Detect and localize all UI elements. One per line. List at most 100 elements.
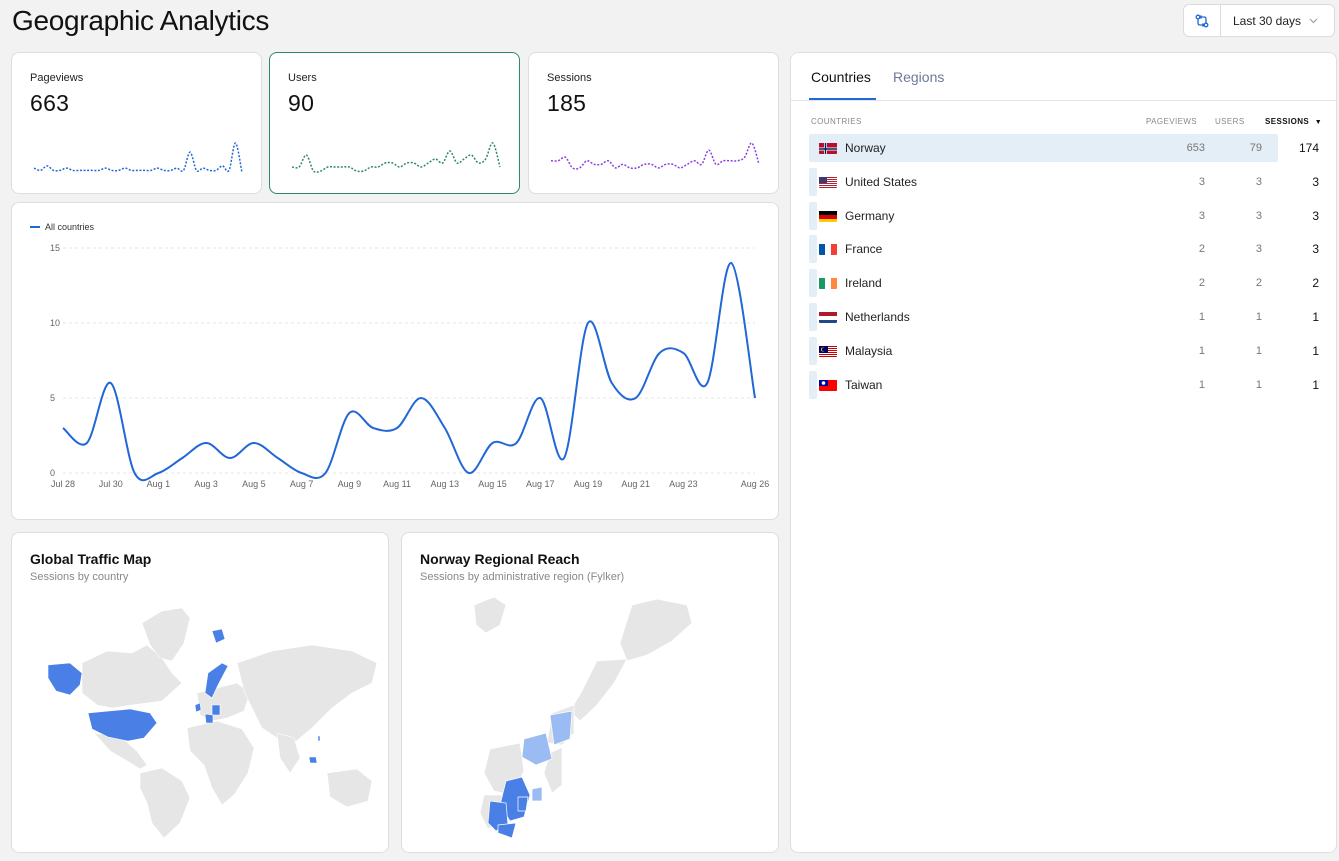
x-tick-label: Jul 30 bbox=[99, 479, 123, 489]
data-point[interactable] bbox=[609, 380, 615, 386]
data-point[interactable] bbox=[466, 470, 472, 476]
country-name: Norway bbox=[845, 141, 886, 155]
data-point[interactable] bbox=[227, 455, 233, 461]
data-point[interactable] bbox=[585, 320, 591, 326]
data-point[interactable] bbox=[251, 440, 257, 446]
flag-icon bbox=[819, 379, 837, 391]
x-tick-label: Aug 17 bbox=[526, 479, 555, 489]
metric-card-pageviews[interactable]: Pageviews 663 bbox=[11, 52, 262, 194]
data-point[interactable] bbox=[108, 380, 114, 386]
y-tick-label: 0 bbox=[50, 468, 55, 478]
data-point[interactable] bbox=[394, 425, 400, 431]
date-range-picker[interactable]: Last 30 days bbox=[1183, 4, 1335, 37]
data-point[interactable] bbox=[155, 470, 161, 476]
series-line-all-countries[interactable] bbox=[62, 261, 756, 482]
table-row[interactable]: Norway 653 79 174 bbox=[809, 134, 1319, 162]
country-name: Malaysia bbox=[845, 343, 893, 358]
table-row[interactable]: Taiwan 1 1 1 bbox=[809, 370, 1319, 399]
column-header-countries[interactable]: COUNTRIES bbox=[811, 117, 862, 126]
world-map[interactable] bbox=[12, 533, 388, 852]
data-point[interactable] bbox=[60, 425, 66, 431]
table-row[interactable]: France 2 3 3 bbox=[809, 235, 1319, 264]
page-title: Geographic Analytics bbox=[12, 5, 270, 36]
metric-card-users[interactable]: Users 90 bbox=[269, 52, 520, 194]
x-tick-label: Aug 9 bbox=[338, 479, 362, 489]
data-point[interactable] bbox=[203, 440, 209, 446]
pageviews-cell: 1 bbox=[1198, 378, 1205, 391]
sessions-share-bar bbox=[809, 167, 818, 196]
country-name: Netherlands bbox=[845, 310, 910, 324]
table-row[interactable]: Germany 3 3 3 bbox=[809, 201, 1319, 230]
data-point[interactable] bbox=[657, 350, 663, 356]
map-region-india bbox=[276, 732, 301, 774]
table-row[interactable]: United States 3 3 3 bbox=[809, 167, 1319, 196]
column-header-pageviews[interactable]: PAGEVIEWS bbox=[1146, 117, 1198, 126]
sessions-share-bar bbox=[809, 134, 1278, 162]
data-point[interactable] bbox=[322, 470, 328, 476]
data-point[interactable] bbox=[370, 425, 376, 431]
sessions-share-bar bbox=[809, 235, 818, 264]
data-point[interactable] bbox=[752, 395, 758, 401]
traffic-line-chart: All countries 0 5 10 15 Jul 28 Jul 30 Aug 1 Aug… bbox=[11, 202, 779, 520]
data-point[interactable] bbox=[132, 470, 138, 476]
column-header-sessions[interactable]: SESSIONS ▼ bbox=[1265, 117, 1322, 126]
table-row[interactable]: Netherlands 1 1 1 bbox=[809, 303, 1319, 331]
panel-title: Global Traffic Map bbox=[30, 551, 152, 567]
data-point[interactable] bbox=[704, 380, 710, 386]
data-point[interactable] bbox=[490, 440, 496, 446]
pageviews-cell: 3 bbox=[1198, 175, 1205, 188]
data-point[interactable] bbox=[346, 410, 352, 416]
metric-value: 90 bbox=[288, 90, 315, 116]
data-point[interactable] bbox=[275, 455, 281, 461]
sparkline-path bbox=[291, 142, 501, 174]
pageviews-cell: 3 bbox=[1198, 209, 1205, 222]
tab-countries[interactable]: Countries bbox=[811, 69, 871, 85]
sort-desc-icon: ▼ bbox=[1314, 119, 1323, 126]
data-point[interactable] bbox=[299, 470, 305, 476]
flag-icon bbox=[819, 142, 837, 154]
data-point[interactable] bbox=[633, 395, 639, 401]
sparkline-sessions bbox=[550, 142, 760, 170]
x-tick-label: Aug 7 bbox=[290, 479, 314, 489]
data-point[interactable] bbox=[680, 350, 686, 356]
compare-button[interactable] bbox=[1184, 5, 1221, 36]
data-point[interactable] bbox=[537, 395, 543, 401]
data-point[interactable] bbox=[418, 395, 424, 401]
global-traffic-map-card: Global Traffic Map Sessions by country bbox=[11, 532, 389, 853]
x-tick-label: Aug 11 bbox=[383, 479, 411, 489]
norway-regional-map-card: Norway Regional Reach Sessions by admini… bbox=[401, 532, 779, 853]
x-tick-label: Aug 1 bbox=[147, 479, 171, 489]
map-region-ostfold bbox=[531, 786, 543, 802]
norway-map[interactable] bbox=[402, 533, 778, 852]
countries-table-card: Countries Regions COUNTRIES PAGEVIEWS US… bbox=[790, 52, 1337, 853]
column-header-users[interactable]: USERS bbox=[1215, 117, 1245, 126]
map-region-svalbard bbox=[211, 628, 226, 644]
sessions-cell: 3 bbox=[1312, 174, 1319, 189]
sparkline-path bbox=[33, 142, 243, 173]
pageviews-cell: 1 bbox=[1198, 311, 1205, 323]
active-tab-indicator bbox=[809, 98, 876, 100]
map-region-agder bbox=[497, 822, 517, 839]
legend-swatch bbox=[30, 226, 40, 228]
metric-card-sessions[interactable]: Sessions 185 bbox=[528, 52, 779, 194]
data-point[interactable] bbox=[561, 455, 567, 461]
data-point[interactable] bbox=[728, 260, 734, 266]
users-cell: 2 bbox=[1255, 277, 1262, 290]
metric-value: 185 bbox=[547, 90, 587, 116]
map-region-nordland bbox=[569, 658, 628, 722]
map-region-norway bbox=[204, 662, 229, 699]
table-row[interactable]: Malaysia 1 1 1 bbox=[809, 336, 1319, 365]
flag-icon bbox=[819, 311, 837, 323]
date-range-dropdown[interactable]: Last 30 days bbox=[1221, 14, 1334, 28]
sessions-cell: 174 bbox=[1298, 141, 1319, 155]
data-point[interactable] bbox=[179, 455, 185, 461]
chart-legend[interactable]: All countries bbox=[30, 222, 94, 232]
y-tick-label: 5 bbox=[50, 393, 55, 403]
table-row[interactable]: Ireland 2 2 2 bbox=[809, 269, 1319, 298]
map-region-oslo bbox=[517, 796, 529, 812]
data-point[interactable] bbox=[442, 425, 448, 431]
tab-regions[interactable]: Regions bbox=[893, 69, 945, 85]
data-point[interactable] bbox=[84, 440, 90, 446]
data-point[interactable] bbox=[513, 440, 519, 446]
pageviews-cell: 1 bbox=[1198, 344, 1205, 357]
